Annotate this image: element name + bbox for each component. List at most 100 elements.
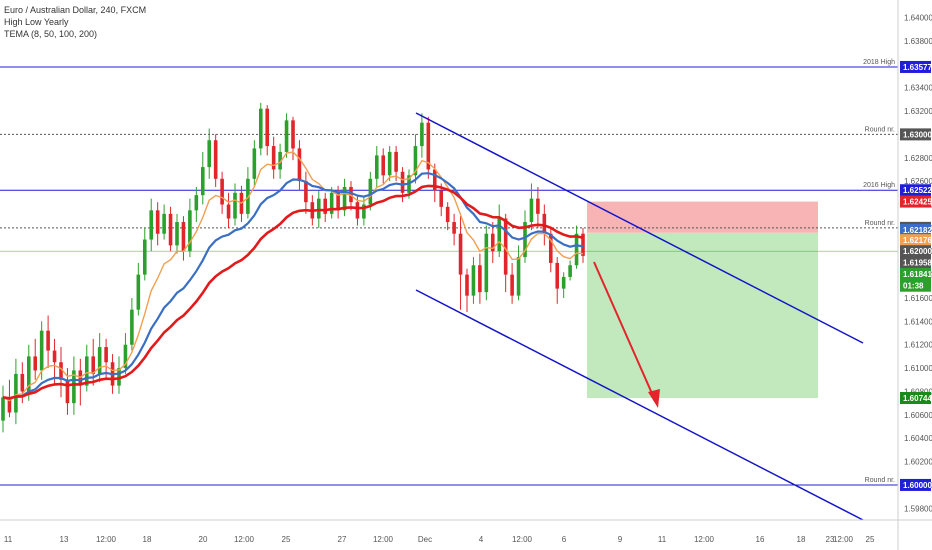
candle-body [413, 146, 418, 176]
chart-legend: Euro / Australian Dollar, 240, FXCM High… [4, 4, 146, 40]
candle-body [329, 192, 334, 214]
candle-body [97, 347, 102, 374]
price-tick-label: 1.63800 [904, 37, 932, 46]
price-tag [900, 234, 931, 247]
price-tag [900, 195, 931, 208]
price-tick-label: 1.60600 [904, 411, 932, 420]
price-tag-text: 1.61958 [903, 258, 932, 267]
symbol-title[interactable]: Euro / Australian Dollar, 240, FXCM [4, 5, 147, 15]
price-tick-label: 1.63400 [904, 84, 932, 93]
candle-body [452, 222, 456, 234]
level-price-tag-text: 1.62522 [903, 186, 932, 195]
time-tick-label: 11 [658, 535, 667, 544]
price-tag [900, 245, 931, 258]
candle-body [529, 198, 534, 223]
price-tick-label: 1.63200 [904, 107, 932, 116]
candle-body [226, 204, 231, 219]
candle-body [542, 213, 547, 234]
time-tick-label: 12:00 [96, 535, 117, 544]
candle-body [149, 210, 154, 240]
candle-body [1, 397, 5, 421]
time-tick-label: 6 [562, 535, 567, 544]
candle-body [568, 265, 572, 277]
price-tags: 1.635771.630001.625221.621581.600001.624… [900, 60, 932, 491]
candle-body [142, 239, 147, 275]
candle-body [155, 210, 160, 234]
candle-body [84, 356, 89, 386]
candle-body [130, 309, 134, 345]
candle-body [291, 120, 295, 149]
level-price-tag [900, 60, 931, 73]
level-price-tag-text: 1.60000 [903, 481, 932, 490]
channel-upper-line[interactable] [415, 112, 864, 344]
indicator-high-low-yearly[interactable]: High Low Yearly [4, 17, 69, 27]
candle-body [104, 347, 108, 363]
time-tick-label: 9 [618, 535, 623, 544]
price-tick-label: 1.61000 [904, 364, 932, 373]
candle-body [336, 192, 340, 211]
level-label: 2018 High [863, 59, 895, 66]
time-tick-label: 13 [60, 535, 69, 544]
candle-body [368, 178, 373, 205]
candle-body [432, 169, 437, 191]
time-axis[interactable]: 11 13 12:00 18 20 12:00 25 27 12:00 Dec 4 12:00 6 9 11… [0, 519, 932, 544]
level-price-tag [900, 128, 931, 141]
candle-body [548, 233, 553, 263]
short-arrow-head [648, 389, 660, 408]
candle-body [91, 356, 96, 374]
candle-body [188, 210, 192, 252]
candle-body [581, 233, 585, 256]
candle-body [381, 155, 386, 176]
candle-body [265, 108, 270, 147]
price-tick-label: 1.60200 [904, 458, 932, 467]
price-tag-text: 1.62176 [903, 236, 932, 245]
tema-50-line [2, 172, 584, 401]
price-tick-label: 1.60800 [904, 387, 932, 396]
time-tick-label: 25 [282, 535, 291, 544]
candle-body [510, 274, 514, 296]
price-tick-label: 1.64000 [904, 14, 932, 23]
price-tag-text: 01:38 [903, 282, 924, 291]
indicator-tema[interactable]: TEMA (8, 50, 100, 200) [4, 29, 98, 39]
candle-body [252, 148, 257, 179]
candle-body [490, 233, 495, 252]
candle-body [439, 190, 444, 207]
candle-body [72, 370, 76, 404]
price-tag [900, 256, 931, 269]
price-tag-text: 1.62425 [903, 198, 932, 207]
candle-body [284, 120, 289, 152]
candle-body [7, 397, 12, 413]
candle-body [14, 373, 18, 413]
candle-body [52, 350, 57, 363]
price-tag-text: 1.62182 [903, 226, 932, 235]
time-tick-label: 20 [199, 535, 208, 544]
candle-body [175, 222, 179, 246]
price-tag [900, 392, 931, 405]
level-price-tag [900, 184, 931, 197]
candle-body [207, 140, 212, 168]
price-tick-label: 1.61600 [904, 294, 932, 303]
time-tick-label: 25 [866, 535, 875, 544]
candle-body [387, 151, 392, 176]
candle-body [536, 198, 540, 214]
price-tick-label: 1.61200 [904, 341, 932, 350]
candle-body [168, 213, 173, 246]
candle-body [561, 276, 566, 289]
candle-body [374, 155, 379, 179]
candle-body [46, 330, 50, 351]
channel-lower-line[interactable] [415, 289, 864, 521]
candle-body [20, 373, 25, 392]
candle-body [420, 122, 424, 147]
candle-body [233, 192, 237, 219]
candle-body [271, 146, 276, 170]
take-profit-zone[interactable] [587, 232, 818, 399]
candle-body [497, 218, 502, 252]
candle-body [394, 151, 398, 172]
price-tag [900, 223, 931, 236]
time-tick-label: 23 [826, 535, 835, 544]
candle-body [426, 122, 431, 170]
candle-body [484, 233, 489, 293]
candle-body [516, 257, 521, 296]
short-arrow[interactable] [593, 261, 655, 399]
